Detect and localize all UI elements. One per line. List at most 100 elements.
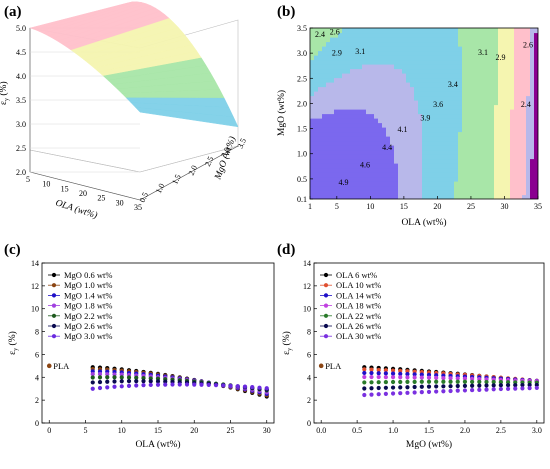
contour-cell bbox=[382, 100, 387, 106]
contour-cell bbox=[378, 28, 383, 34]
d-data-point bbox=[441, 384, 446, 389]
contour-cell bbox=[498, 145, 503, 151]
contour-cell bbox=[502, 32, 507, 38]
contour-cell bbox=[322, 194, 327, 199]
contour-cell bbox=[342, 41, 347, 47]
contour-cell bbox=[458, 140, 463, 146]
contour-cell bbox=[394, 181, 399, 187]
contour-cell bbox=[470, 131, 475, 137]
contour-cell bbox=[342, 50, 347, 56]
contour-cell bbox=[486, 181, 491, 187]
contour-cell bbox=[346, 167, 351, 173]
contour-cell bbox=[402, 86, 407, 92]
contour-cell bbox=[334, 176, 339, 182]
contour-cell bbox=[334, 118, 339, 124]
contour-cell bbox=[466, 118, 471, 124]
contour-cell bbox=[374, 86, 379, 92]
b-x-tick-label: 30 bbox=[500, 202, 508, 211]
contour-cell bbox=[382, 149, 387, 155]
contour-cell bbox=[510, 172, 515, 178]
contour-cell bbox=[438, 167, 443, 173]
contour-cell bbox=[486, 194, 491, 199]
contour-cell bbox=[330, 190, 335, 196]
contour-cell bbox=[338, 41, 343, 47]
contour-cell bbox=[338, 136, 343, 142]
contour-cell bbox=[454, 131, 459, 137]
c-data-point bbox=[97, 379, 103, 385]
contour-cell bbox=[442, 190, 447, 196]
contour-cell bbox=[374, 131, 379, 137]
contour-cell bbox=[534, 37, 538, 43]
contour-cell bbox=[430, 73, 435, 79]
contour-cell bbox=[358, 91, 363, 97]
contour-cell bbox=[450, 172, 455, 178]
contour-cell bbox=[430, 127, 435, 133]
contour-cell bbox=[426, 109, 431, 115]
d-data-point bbox=[477, 383, 482, 388]
contour-cell bbox=[462, 140, 467, 146]
contour-cell bbox=[526, 41, 531, 47]
contour-cell bbox=[478, 59, 483, 65]
contour-cell bbox=[418, 86, 423, 92]
contour-cell bbox=[410, 127, 415, 133]
contour-cell bbox=[370, 41, 375, 47]
contour-cell bbox=[474, 46, 479, 52]
contour-cell bbox=[514, 77, 519, 83]
contour-cell bbox=[410, 32, 415, 38]
contour-cell bbox=[498, 122, 503, 128]
contour-cell bbox=[378, 46, 383, 52]
contour-cell bbox=[322, 91, 327, 97]
contour-cell bbox=[442, 131, 447, 137]
contour-cell bbox=[366, 86, 371, 92]
contour-cell bbox=[426, 82, 431, 88]
contour-cell bbox=[390, 41, 395, 47]
contour-cell bbox=[318, 82, 323, 88]
contour-cell bbox=[370, 145, 375, 151]
contour-cell bbox=[374, 190, 379, 196]
contour-cell bbox=[526, 172, 531, 178]
contour-cell bbox=[534, 154, 538, 160]
contour-cell bbox=[382, 68, 387, 74]
contour-cell bbox=[450, 86, 455, 92]
contour-cell bbox=[442, 55, 447, 61]
contour-cell bbox=[466, 167, 471, 173]
contour-cell bbox=[458, 64, 463, 70]
contour-cell bbox=[422, 127, 427, 133]
contour-cell bbox=[354, 172, 359, 178]
d-data-point bbox=[462, 383, 468, 388]
contour-cell bbox=[370, 127, 375, 133]
contour-cell bbox=[514, 185, 519, 191]
contour-cell bbox=[334, 59, 339, 65]
contour-cell bbox=[446, 136, 451, 142]
contour-cell bbox=[382, 172, 387, 178]
contour-cell bbox=[454, 95, 459, 101]
contour-label-text: 4.4 bbox=[382, 143, 392, 152]
d-data-point bbox=[484, 387, 489, 392]
contour-cell bbox=[530, 104, 535, 110]
a-z-tick-label: 3.0 bbox=[16, 120, 26, 129]
contour-cell bbox=[358, 136, 363, 142]
panel-a-surface: (a) 5.04.54.03.53.02.52.051015202530350.… bbox=[0, 1, 248, 221]
contour-cell bbox=[434, 131, 439, 137]
a-z-tick-label: 4.0 bbox=[16, 72, 26, 81]
contour-cell bbox=[362, 55, 367, 61]
contour-cell bbox=[530, 73, 535, 79]
d-data-point bbox=[462, 388, 468, 393]
d-data-point bbox=[462, 376, 468, 381]
contour-cell bbox=[406, 77, 411, 83]
contour-cell bbox=[502, 172, 507, 178]
contour-cell bbox=[378, 55, 383, 61]
d-data-point bbox=[419, 390, 424, 395]
contour-cell bbox=[314, 158, 319, 164]
contour-cell bbox=[478, 73, 483, 79]
contour-cell bbox=[450, 113, 455, 119]
contour-cell bbox=[502, 140, 507, 146]
contour-cell bbox=[498, 136, 503, 142]
contour-cell bbox=[318, 100, 323, 106]
contour-cell bbox=[350, 86, 355, 92]
contour-cell bbox=[314, 136, 319, 142]
contour-cell bbox=[474, 95, 479, 101]
contour-cell bbox=[410, 91, 415, 97]
contour-cell bbox=[358, 82, 363, 88]
contour-cell bbox=[366, 104, 371, 110]
